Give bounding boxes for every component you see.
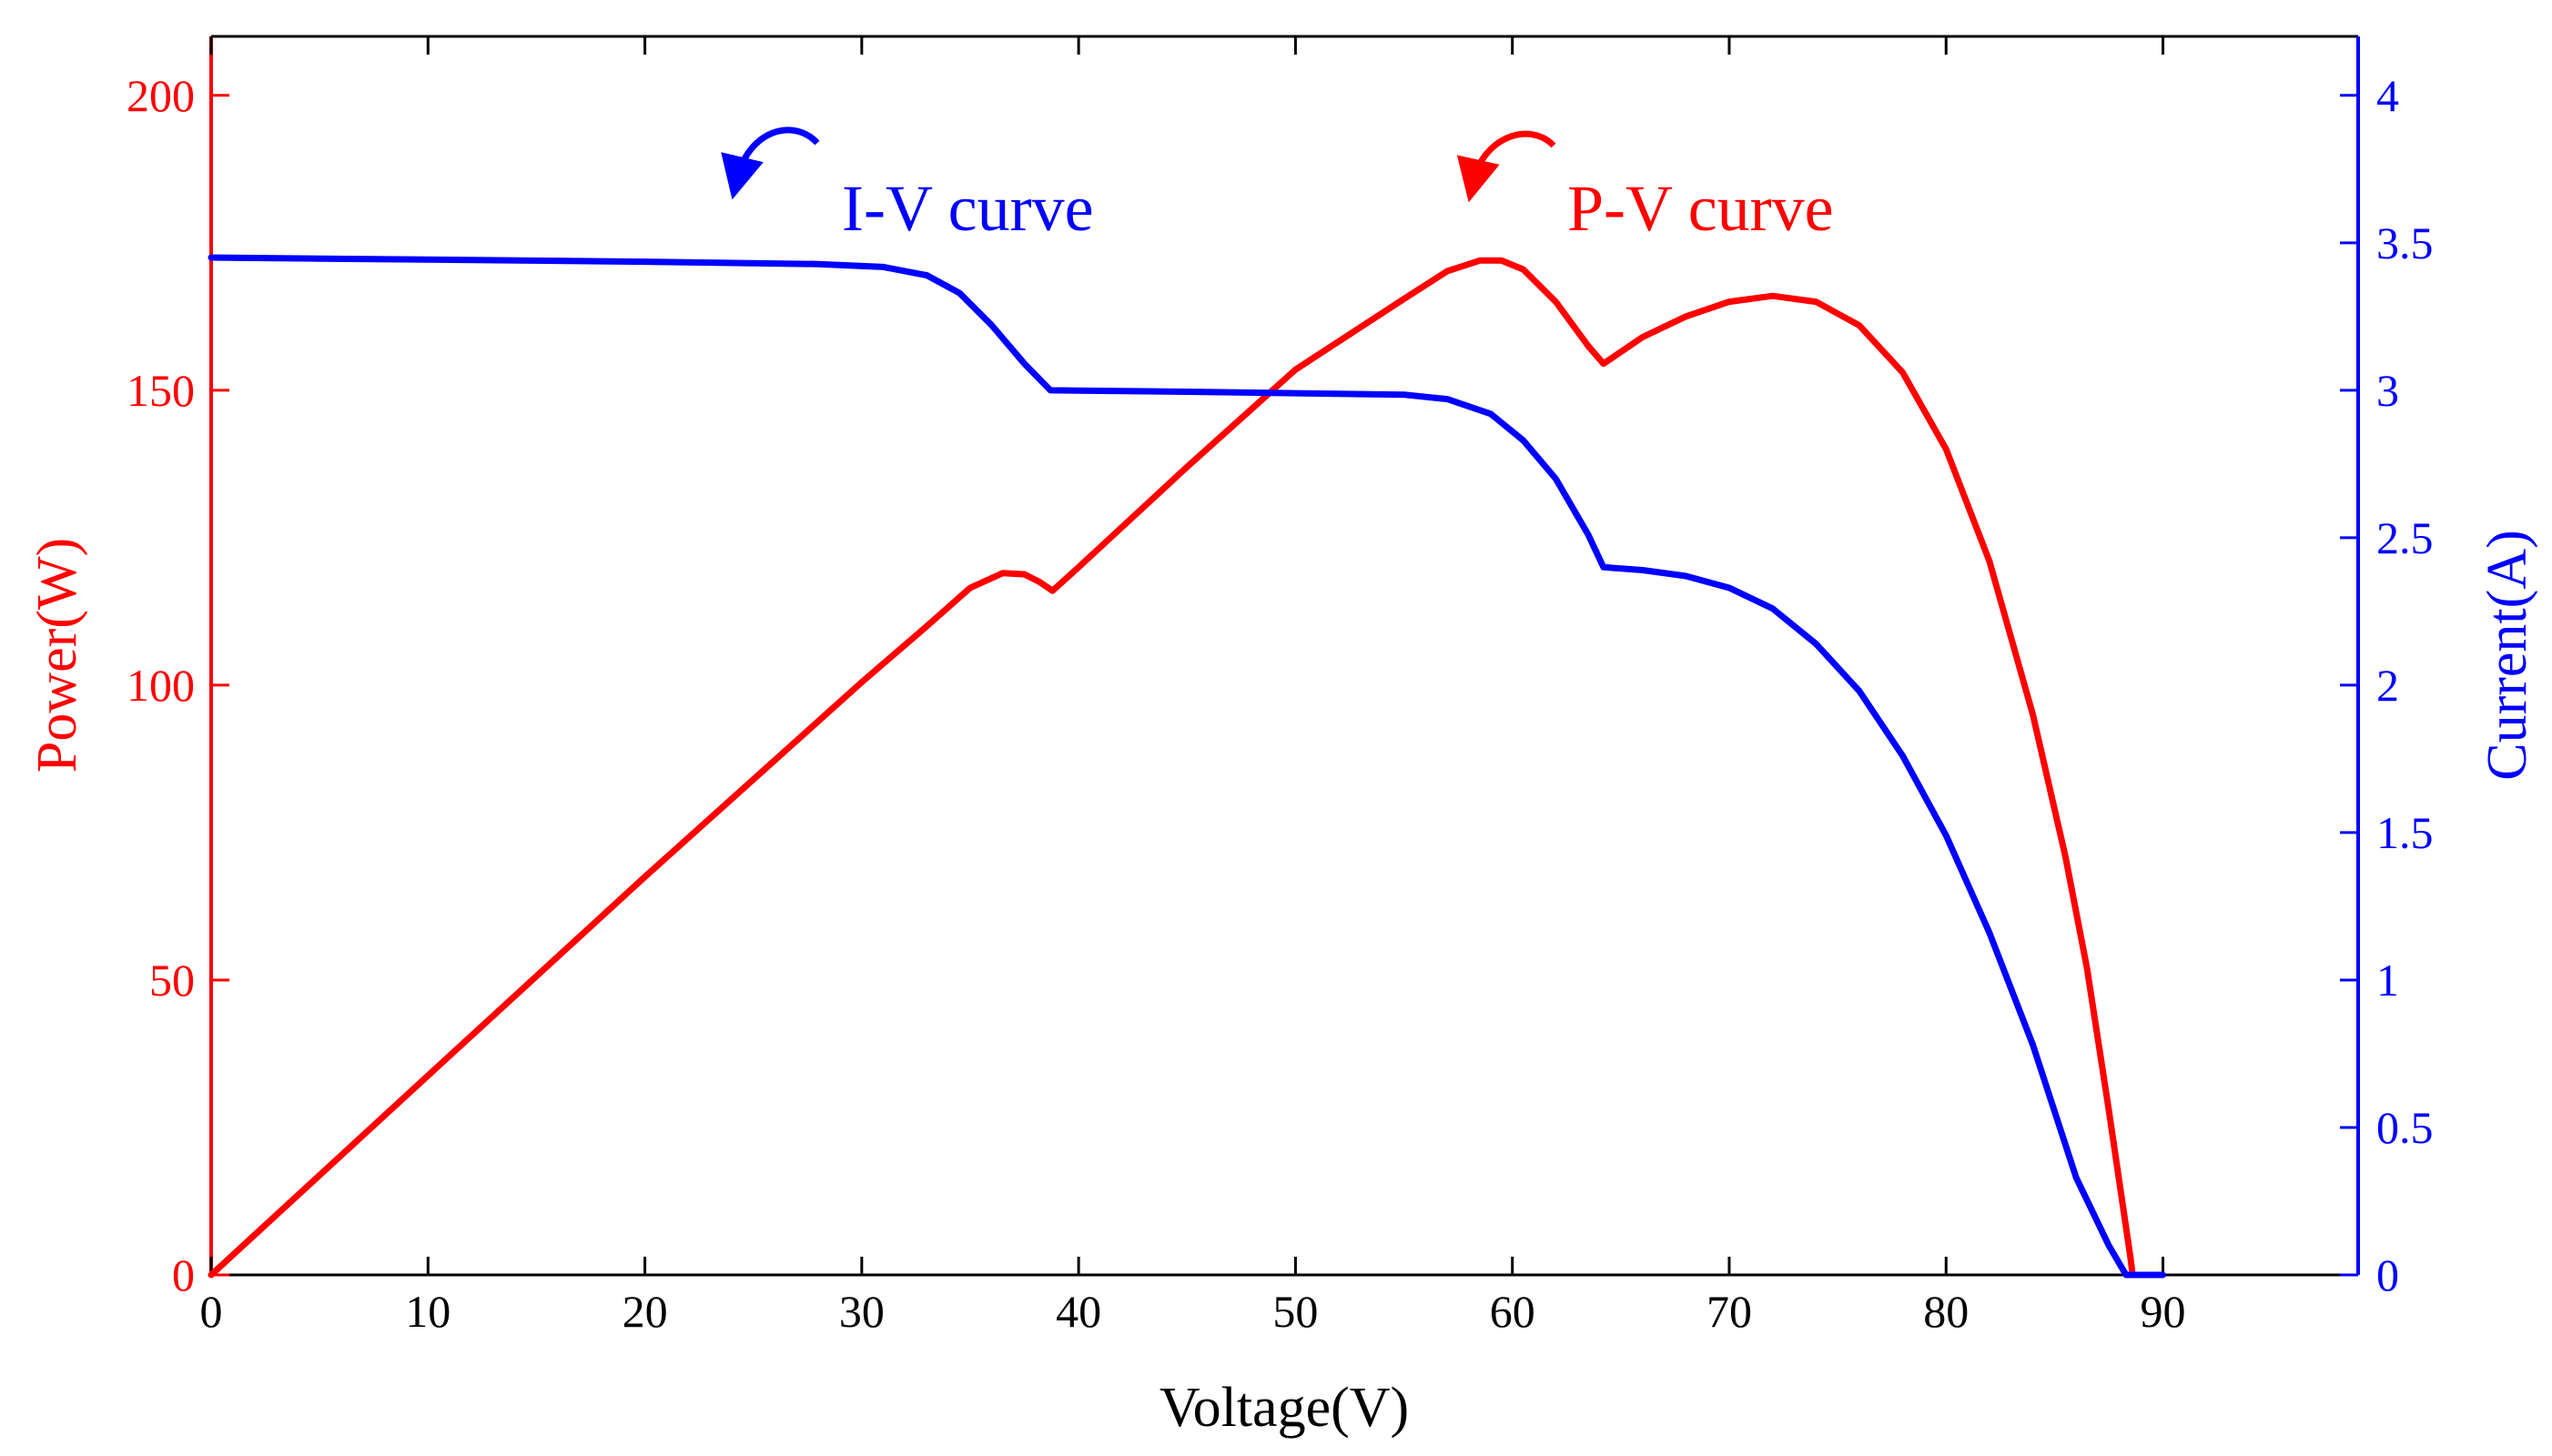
x-axis-title: Voltage(V) [1160, 1377, 1409, 1439]
pv-curve-arrow-icon [1456, 130, 1556, 203]
y-left-tick-label: 100 [127, 660, 195, 711]
x-tick-label: 60 [1490, 1286, 1535, 1337]
y-right-axis-title: Current(A) [2476, 530, 2538, 780]
x-tick-label: 90 [2141, 1286, 2186, 1337]
y-right-tick-label: 4 [2376, 70, 2399, 121]
x-tick-label: 70 [1706, 1286, 1752, 1337]
y-right-tick-label: 1.5 [2376, 807, 2434, 858]
x-tick-label: 20 [623, 1286, 668, 1337]
y-right-ticks: 0 0.5 1 1.5 2 2.5 3 3.5 4 [2340, 70, 2434, 1300]
x-tick-label: 10 [405, 1286, 451, 1337]
x-tick-label: 80 [1923, 1286, 1969, 1337]
y-left-tick-label: 150 [127, 365, 195, 416]
y-right-tick-label: 2 [2376, 660, 2399, 711]
x-tick-label: 0 [200, 1286, 223, 1337]
iv-curve-label: I-V curve [842, 172, 1094, 245]
y-right-tick-label: 0 [2376, 1249, 2399, 1300]
pv-curve-line [208, 257, 2136, 1279]
y-left-tick-label: 0 [172, 1249, 195, 1300]
y-left-tick-label: 50 [149, 955, 195, 1006]
y-left-axis-title: Power(W) [26, 538, 88, 773]
x-tick-label: 40 [1056, 1286, 1101, 1337]
iv-curve-line [208, 254, 2166, 1279]
iv-curve-arrow-icon [721, 126, 820, 200]
y-right-tick-label: 0.5 [2376, 1102, 2434, 1153]
y-right-tick-label: 2.5 [2376, 512, 2434, 563]
pv-curve-label: P-V curve [1567, 172, 1834, 245]
x-tick-label: 50 [1272, 1286, 1318, 1337]
y-left-ticks: 0 50 100 150 200 [127, 70, 229, 1300]
y-right-tick-label: 3.5 [2376, 217, 2434, 268]
x-tick-label: 30 [839, 1286, 885, 1337]
y-right-tick-label: 3 [2376, 365, 2399, 416]
y-left-tick-label: 200 [127, 70, 195, 121]
y-right-tick-label: 1 [2376, 955, 2399, 1006]
x-ticks: 0 10 20 30 40 50 60 70 80 90 [200, 36, 2186, 1337]
